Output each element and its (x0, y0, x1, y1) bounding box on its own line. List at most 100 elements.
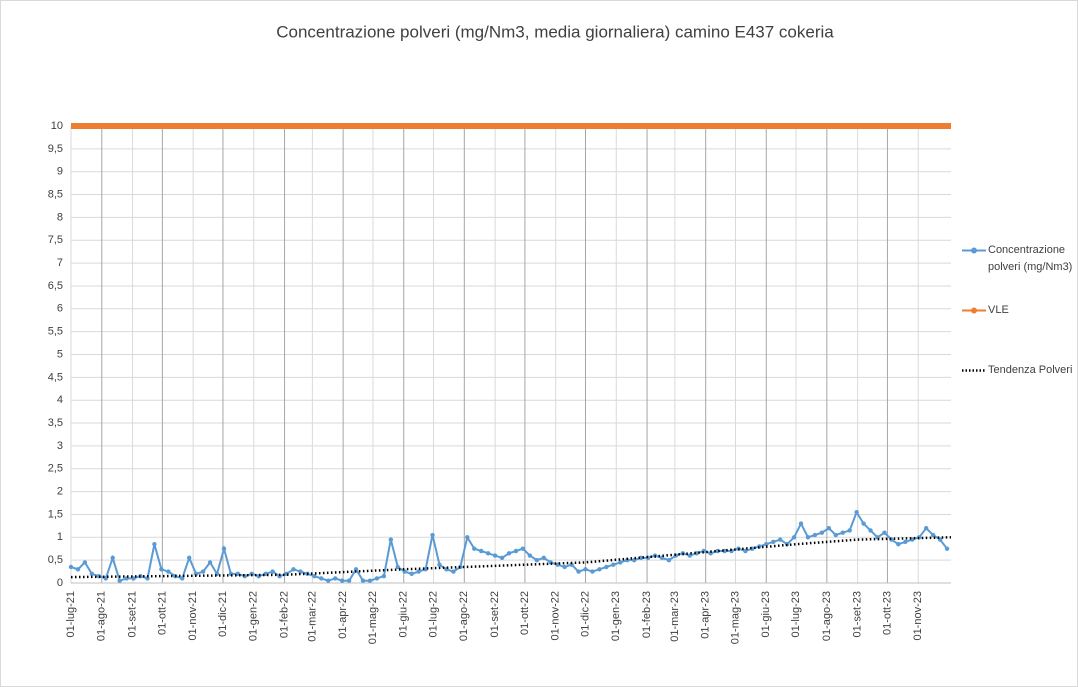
data-point (103, 576, 108, 581)
x-tick-label: 01-feb-22 (278, 591, 290, 638)
chart-title: Concentrazione polveri (mg/Nm3, media gi… (276, 22, 834, 41)
data-point (367, 578, 373, 583)
x-tick-label: 01-nov-22 (550, 591, 562, 641)
y-tick-label: 1 (57, 531, 63, 543)
series-line (70, 536, 952, 579)
legend-label: VLE (988, 304, 1009, 316)
y-tick-label: 7,5 (48, 234, 63, 246)
data-point (854, 509, 859, 515)
data-point (833, 532, 838, 538)
data-point (896, 541, 901, 547)
y-tick-label: 9 (57, 166, 63, 178)
data-point (430, 532, 435, 538)
data-point (541, 555, 546, 561)
data-point (180, 576, 185, 581)
y-tick-label: 3 (57, 440, 63, 452)
y-tick-label: 8 (57, 211, 63, 223)
y-tick-label: 7 (57, 257, 63, 269)
data-point (416, 569, 421, 574)
data-point (861, 521, 866, 526)
data-point (583, 567, 588, 572)
x-tick-label: 01-nov-21 (187, 591, 199, 641)
data-point (597, 567, 602, 572)
data-point (82, 560, 88, 565)
data-point (395, 564, 400, 570)
legend-marker (971, 307, 977, 314)
data-point (534, 557, 540, 563)
y-tick-label: 0 (57, 577, 63, 589)
data-point (819, 530, 825, 535)
data-point (764, 541, 769, 547)
legend-marker (971, 247, 977, 254)
data-point (277, 573, 282, 579)
y-tick-label: 1,5 (48, 508, 63, 520)
data-point (798, 521, 804, 526)
x-tick-label: 01-ago-23 (821, 591, 833, 641)
x-tick-label: 01-ago-22 (458, 591, 470, 641)
x-tick-label: 01-feb-23 (641, 591, 653, 638)
data-point (200, 569, 206, 574)
data-point (562, 564, 567, 570)
data-point (485, 551, 491, 556)
data-point (186, 555, 192, 561)
data-point (249, 571, 254, 577)
data-point (437, 562, 442, 567)
x-tick-label: 01-set-21 (126, 591, 138, 637)
y-tick-label: 3,5 (48, 417, 63, 429)
y-tick-label: 2,5 (48, 463, 63, 475)
data-point (527, 553, 533, 558)
data-point (499, 555, 505, 561)
data-point (360, 578, 366, 583)
x-tick-label: 01-ott-22 (519, 591, 531, 635)
x-tick-label: 01-lug-23 (790, 591, 802, 637)
x-tick-label: 01-giu-22 (398, 591, 410, 637)
data-point (207, 560, 213, 565)
legend-swatch (962, 307, 986, 314)
data-point (506, 551, 512, 556)
y-tick-label: 6 (57, 303, 63, 315)
data-point (520, 546, 526, 551)
data-point (812, 532, 818, 538)
data-point (263, 571, 268, 577)
data-point (604, 564, 609, 570)
x-tick-label: 01-gen-23 (610, 591, 622, 641)
data-point (235, 571, 241, 577)
data-point (743, 548, 748, 554)
x-tick-label: 01-set-22 (489, 591, 501, 637)
data-point (492, 553, 498, 558)
data-point (923, 525, 929, 531)
data-point (339, 578, 345, 583)
data-point (298, 569, 303, 574)
data-point (611, 562, 616, 567)
x-tick-label: 01-set-23 (852, 591, 864, 637)
data-point (791, 535, 797, 540)
data-point (903, 539, 908, 545)
data-point (868, 528, 873, 533)
y-tick-label: 2 (57, 486, 63, 498)
legend-label: Concentrazione polveri (mg/Nm3) (988, 244, 1073, 273)
data-point (326, 578, 331, 583)
x-tick-label: 01-nov-23 (912, 591, 924, 641)
data-point (805, 535, 811, 540)
legend-item: VLE (962, 302, 1074, 319)
data-point (771, 539, 776, 545)
y-tick-label: 5,5 (48, 326, 63, 338)
legend-swatch (962, 369, 986, 372)
x-tick-label: 01-dic-22 (579, 591, 591, 637)
data-point (826, 525, 832, 531)
data-point (472, 546, 477, 551)
x-tick-label: 01-ott-21 (156, 591, 168, 635)
data-point (312, 573, 317, 579)
data-point (374, 576, 380, 581)
x-tick-label: 01-ago-21 (96, 591, 108, 641)
data-point (465, 535, 470, 540)
x-tick-label: 01-mag-22 (367, 591, 379, 644)
y-tick-label: 9,5 (48, 143, 63, 155)
data-point (68, 564, 74, 570)
legend-item: Concentrazione polveri (mg/Nm3) (962, 242, 1074, 276)
data-point (458, 564, 463, 570)
data-point (138, 573, 143, 579)
